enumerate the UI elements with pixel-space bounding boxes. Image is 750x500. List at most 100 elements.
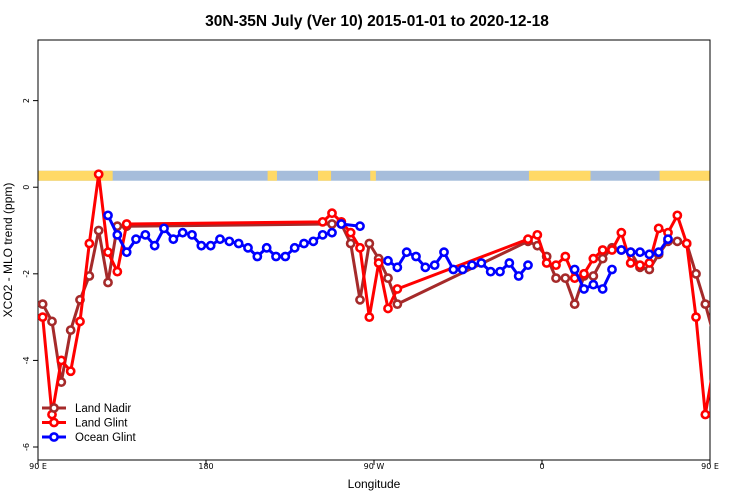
legend-label-land-nadir: Land Nadir [75, 403, 131, 415]
ocean-glint-point [495, 266, 505, 277]
land-band-segment [659, 170, 710, 181]
ocean-glint-point [299, 238, 309, 249]
land-glint-point [103, 247, 113, 258]
ocean-glint-point [336, 219, 347, 229]
axis-ticks: 90 E 180 90 W 0 90 E -6 -4 -2 0 2 [22, 98, 719, 471]
ocean-glint-point [177, 227, 188, 238]
land-nadir-point [569, 299, 580, 310]
land-band-segment [318, 170, 332, 181]
ocean-glint-point [569, 264, 580, 275]
ocean-glint-point [112, 229, 123, 240]
ocean-glint-point [663, 234, 673, 245]
land-nadir-point [383, 273, 393, 284]
y-tick-label: 0 [22, 185, 31, 190]
land-glint-point [345, 227, 356, 238]
ocean-glint-point [513, 271, 524, 281]
ocean-glint-point [215, 234, 225, 245]
ocean-glint-point [308, 236, 319, 247]
x-tick-label: 90 E [701, 462, 719, 471]
ocean-glint-point [159, 223, 169, 234]
land-glint-point [681, 238, 692, 249]
land-nadir-point [392, 299, 403, 310]
land-nadir-point [691, 268, 701, 279]
land-glint-point [635, 260, 645, 271]
ocean-glint-point [252, 251, 263, 262]
chart-title: 30N-35N July (Ver 10) 2015-01-01 to 2020… [205, 13, 549, 30]
ocean-glint-point [420, 262, 431, 273]
ocean-glint-point [224, 236, 235, 247]
land-nadir-point [345, 238, 356, 249]
land-nadir-point [700, 299, 710, 310]
y-tick-label: -4 [22, 356, 31, 364]
ocean-glint-point [392, 262, 403, 273]
land-band-segment [528, 170, 591, 181]
land-glint-point [588, 253, 599, 264]
land-nadir-point [588, 271, 599, 281]
land-glint-point [38, 312, 48, 323]
ocean-glint-point [485, 266, 496, 277]
land-glint-point [691, 312, 701, 323]
ocean-glint-point [140, 229, 151, 240]
ocean-glint-point [597, 284, 608, 294]
land-glint-point [579, 268, 589, 279]
ocean-glint-line [724, 215, 750, 252]
y-tick-label: 2 [22, 98, 31, 103]
land-glint-point [373, 258, 384, 268]
land-glint-line [41, 172, 710, 416]
land-glint-point [355, 242, 365, 253]
ocean-glint-point [635, 247, 645, 258]
ocean-glint-point [205, 240, 216, 251]
land-glint-point [383, 303, 393, 314]
land-glint-point [560, 251, 571, 262]
ocean-glint-point [467, 260, 477, 271]
x-tick-label: 180 [198, 462, 213, 471]
land-glint-point [84, 238, 95, 249]
land-nadir-point [38, 299, 48, 310]
land-glint-point [616, 227, 627, 238]
y-tick-label: -6 [22, 443, 31, 451]
land-band-segment [267, 170, 277, 181]
land-glint-point [653, 223, 664, 234]
x-axis-label: Longitude [348, 477, 401, 491]
legend-marker-ocean-glint [49, 432, 59, 442]
ocean-glint-point [149, 240, 160, 251]
land-band-segment [370, 170, 376, 181]
ocean-glint-point [103, 210, 113, 221]
land-nadir-point [364, 238, 375, 249]
ocean-glint-point [168, 234, 179, 245]
land-glint-point [551, 260, 561, 271]
land-ocean-mask-band [38, 170, 710, 181]
x-tick-label: 90 E [29, 462, 47, 471]
legend-marker-land-nadir [49, 403, 59, 413]
land-glint-point [541, 258, 552, 268]
ocean-glint-point [327, 227, 337, 238]
ocean-glint-point [401, 247, 412, 258]
series-layer [38, 169, 750, 420]
legend-label-ocean-glint: Ocean Glint [75, 432, 137, 444]
ocean-glint-point [448, 264, 459, 275]
land-glint-point [317, 216, 328, 227]
legend: Land Nadir Land Glint Ocean Glint [42, 403, 137, 444]
land-glint-point [523, 234, 533, 245]
ocean-glint-point [233, 238, 244, 249]
ocean-glint-point [607, 264, 617, 275]
land-nadir-point [47, 316, 57, 327]
land-glint-point [65, 366, 76, 377]
land-glint-point [112, 266, 123, 277]
land-nadir-point [327, 219, 337, 229]
ocean-glint-point [271, 251, 281, 262]
ocean-glint-point [439, 247, 449, 258]
legend-marker-land-glint [49, 417, 59, 428]
land-nadir-point [597, 253, 608, 264]
land-nadir-point [355, 294, 365, 305]
land-band-segment [38, 170, 113, 181]
ocean-glint-point [476, 258, 487, 268]
ocean-glint-point [457, 264, 468, 275]
y-axis-label: XCO2 - MLO trend (ppm) [1, 183, 15, 318]
ocean-glint-point [588, 279, 599, 290]
land-glint-point [56, 355, 67, 366]
ocean-glint-point [625, 247, 636, 258]
ocean-glint-point [429, 260, 440, 271]
y-tick-label: -2 [22, 270, 31, 278]
